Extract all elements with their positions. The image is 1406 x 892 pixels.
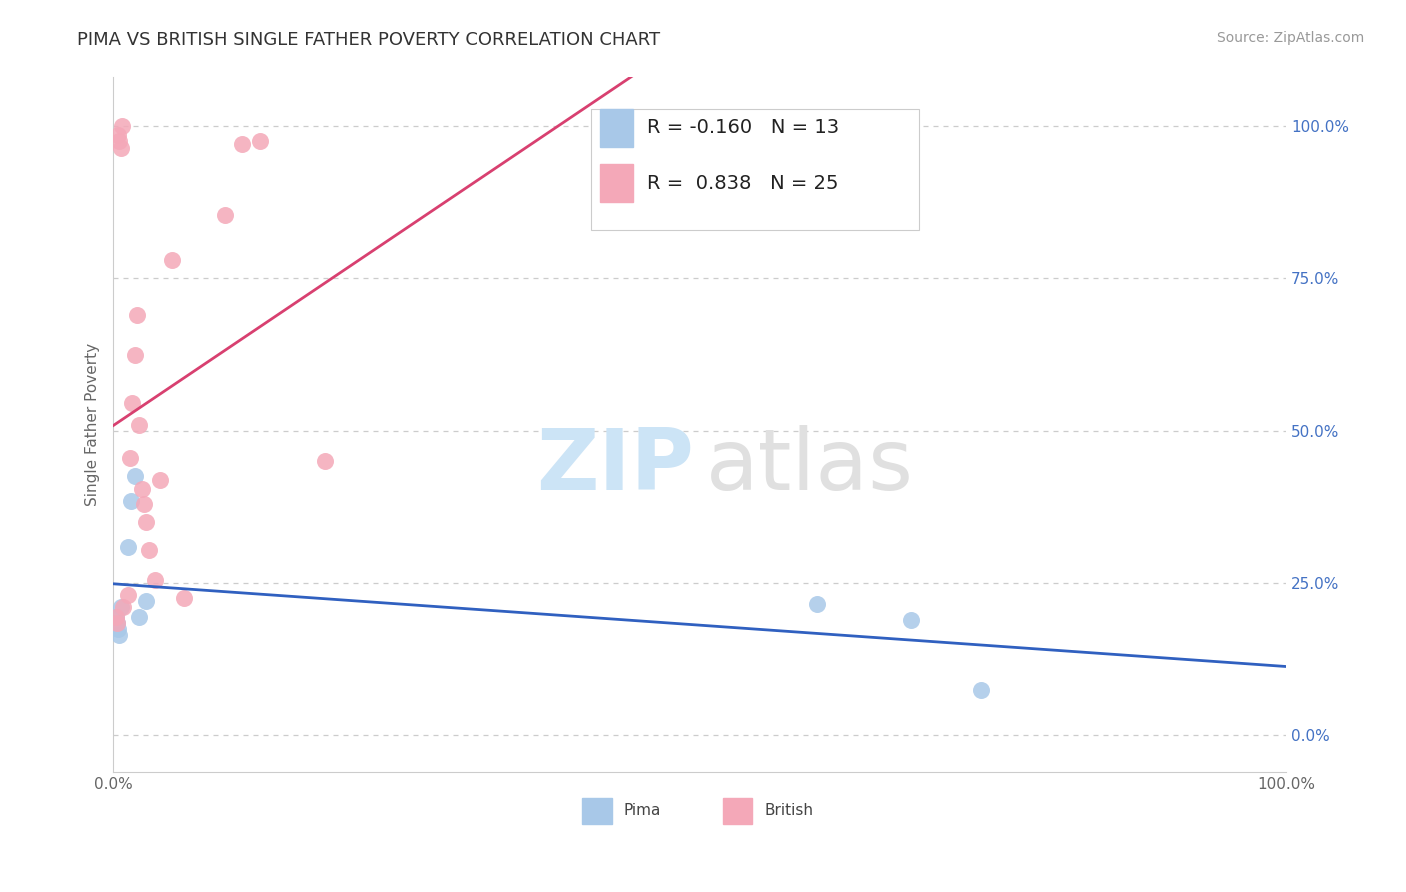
Bar: [582, 797, 612, 824]
Text: atlas: atlas: [706, 425, 914, 508]
Text: R = -0.160   N = 13: R = -0.160 N = 13: [647, 119, 839, 137]
Point: [120, 493, 142, 508]
Point: [105, 615, 128, 630]
Point: [135, 515, 157, 529]
Point: [249, 135, 271, 149]
Point: [125, 308, 148, 322]
Point: [900, 613, 922, 627]
Point: [107, 128, 129, 143]
Point: [108, 628, 131, 642]
Point: [117, 588, 139, 602]
Text: ZIP: ZIP: [536, 425, 695, 508]
Point: [214, 207, 236, 221]
Bar: [723, 797, 752, 824]
Point: [124, 469, 146, 483]
Point: [121, 396, 143, 410]
Point: [108, 135, 131, 149]
Point: [104, 609, 127, 624]
Point: [110, 600, 132, 615]
Point: [104, 609, 127, 624]
Point: [128, 609, 150, 624]
Point: [970, 682, 993, 697]
Text: PIMA VS BRITISH SINGLE FATHER POVERTY CORRELATION CHART: PIMA VS BRITISH SINGLE FATHER POVERTY CO…: [77, 31, 661, 49]
Point: [128, 417, 150, 432]
Text: R =  0.838   N = 25: R = 0.838 N = 25: [647, 174, 838, 193]
Y-axis label: Single Father Poverty: Single Father Poverty: [86, 343, 100, 507]
Point: [138, 542, 160, 557]
Point: [135, 594, 157, 608]
Point: [132, 497, 155, 511]
Bar: [600, 109, 633, 147]
Point: [314, 454, 336, 468]
Point: [107, 622, 129, 636]
Point: [131, 482, 153, 496]
Point: [149, 473, 172, 487]
Point: [124, 348, 146, 362]
FancyBboxPatch shape: [591, 109, 920, 230]
Bar: [600, 164, 633, 202]
Point: [231, 137, 253, 152]
Point: [105, 615, 128, 630]
Point: [110, 140, 132, 154]
Text: Pima: Pima: [623, 804, 661, 818]
Point: [143, 573, 166, 587]
Point: [111, 600, 134, 615]
Point: [173, 591, 195, 606]
Text: Source: ZipAtlas.com: Source: ZipAtlas.com: [1216, 31, 1364, 45]
Point: [806, 598, 828, 612]
Point: [111, 119, 134, 133]
Point: [117, 540, 139, 554]
Text: British: British: [765, 804, 813, 818]
Point: [118, 451, 141, 466]
Point: [160, 253, 183, 268]
